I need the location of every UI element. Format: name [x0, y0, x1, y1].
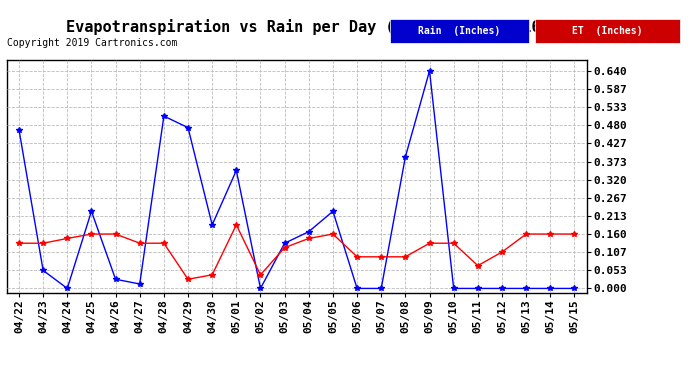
Text: Rain  (Inches): Rain (Inches) [418, 26, 500, 36]
Text: ET  (Inches): ET (Inches) [572, 26, 642, 36]
Text: Evapotranspiration vs Rain per Day (Inches) 20190516: Evapotranspiration vs Rain per Day (Inch… [66, 19, 541, 35]
Text: Copyright 2019 Cartronics.com: Copyright 2019 Cartronics.com [7, 38, 177, 48]
